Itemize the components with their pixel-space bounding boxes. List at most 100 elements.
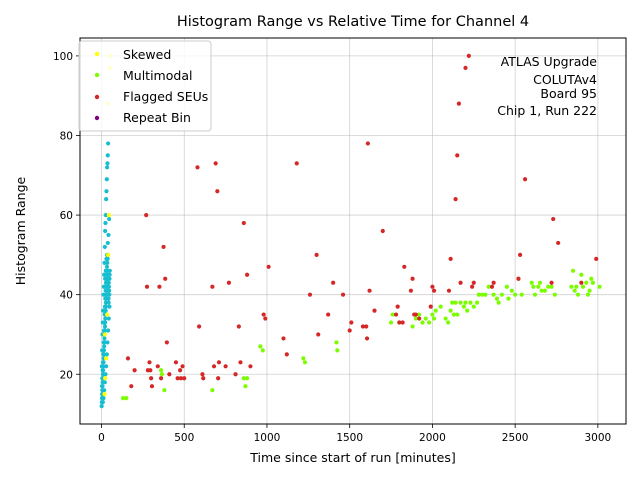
data-point-multimodal <box>536 284 541 289</box>
data-point-multimodal <box>463 300 468 305</box>
data-point-flagged-seus <box>316 332 321 337</box>
data-point-unlabeled <box>101 292 106 297</box>
data-point-multimodal <box>301 356 306 361</box>
data-point-unlabeled <box>100 368 105 373</box>
data-point-unlabeled <box>104 189 109 194</box>
data-point-flagged-seus <box>223 364 228 369</box>
data-point-unlabeled <box>107 272 112 277</box>
data-point-multimodal <box>420 320 425 325</box>
data-point-flagged-seus <box>549 280 554 285</box>
data-point-multimodal <box>585 292 591 297</box>
data-point-flagged-seus <box>266 264 271 269</box>
data-point-multimodal <box>468 300 473 305</box>
data-point-unlabeled <box>104 276 109 281</box>
data-point-flagged-seus <box>195 165 200 170</box>
data-point-multimodal <box>302 360 308 365</box>
data-point-flagged-seus <box>175 376 180 381</box>
data-point-flagged-seus <box>144 212 149 218</box>
x-tick-label: 1500 <box>336 432 363 444</box>
data-point-flagged-seus <box>393 312 399 317</box>
data-point-flagged-seus <box>233 372 238 377</box>
data-point-flagged-seus <box>281 336 286 341</box>
data-point-unlabeled <box>102 388 107 393</box>
data-point-multimodal <box>388 320 394 325</box>
legend-frame <box>78 40 212 132</box>
data-point-flagged-seus <box>448 256 453 261</box>
data-point-unlabeled <box>105 240 110 246</box>
data-point-multimodal <box>423 316 428 321</box>
legend-label-flagged-seus: Flagged SEUs <box>123 89 208 104</box>
data-point-unlabeled <box>102 244 107 250</box>
data-point-flagged-seus <box>226 280 232 285</box>
data-point-unlabeled <box>104 364 109 369</box>
data-point-unlabeled <box>104 197 109 202</box>
data-point-multimodal <box>465 308 470 313</box>
data-point-multimodal <box>552 292 557 297</box>
y-tick-label: 100 <box>53 51 73 63</box>
data-point-flagged-seus <box>148 368 153 373</box>
data-point-flagged-seus <box>417 316 422 321</box>
data-point-skewed <box>102 392 107 397</box>
annotation-line-1: ATLAS Upgrade <box>501 54 598 69</box>
data-point-flagged-seus <box>201 376 206 381</box>
data-point-multimodal <box>483 292 488 297</box>
data-point-multimodal <box>124 396 129 401</box>
data-point-unlabeled <box>105 340 110 345</box>
x-tick-label: 0 <box>98 432 105 444</box>
legend-label-skewed: Skewed <box>123 47 171 62</box>
data-point-flagged-seus <box>161 244 166 250</box>
data-point-skewed <box>104 356 109 361</box>
data-point-multimodal <box>450 300 455 305</box>
legend-marker-multimodal <box>94 72 100 78</box>
legend-label-repeat-bin: Repeat Bin <box>123 110 191 125</box>
data-point-flagged-seus <box>402 264 407 269</box>
data-point-unlabeled <box>105 260 110 265</box>
data-point-flagged-seus <box>200 372 205 377</box>
data-point-multimodal <box>579 272 584 277</box>
data-point-flagged-seus <box>489 284 495 289</box>
data-point-flagged-seus <box>294 161 299 166</box>
data-point-unlabeled <box>106 141 111 146</box>
data-point-unlabeled <box>101 352 106 357</box>
data-point-multimodal <box>531 284 536 289</box>
data-point-multimodal <box>162 388 167 393</box>
y-axis-label: Histogram Range <box>13 176 28 285</box>
data-point-unlabeled <box>101 328 107 333</box>
data-point-unlabeled <box>101 396 106 401</box>
data-point-unlabeled <box>103 228 108 234</box>
y-tick-label: 80 <box>60 130 73 142</box>
x-tick-label: 2500 <box>502 432 529 444</box>
data-point-flagged-seus <box>314 252 319 257</box>
data-point-flagged-seus <box>307 292 313 297</box>
data-point-multimodal <box>417 312 422 317</box>
data-point-unlabeled <box>101 340 106 345</box>
data-point-multimodal <box>580 284 586 289</box>
data-point-unlabeled <box>100 400 105 405</box>
data-point-flagged-seus <box>178 376 184 381</box>
data-point-unlabeled <box>103 372 108 377</box>
data-point-flagged-seus <box>178 368 183 373</box>
data-point-flagged-seus <box>248 364 253 369</box>
data-point-flagged-seus <box>453 197 458 202</box>
data-point-multimodal <box>413 316 418 321</box>
data-point-flagged-seus <box>516 276 521 281</box>
data-point-multimodal <box>496 300 501 305</box>
data-point-flagged-seus <box>180 364 185 369</box>
data-point-unlabeled <box>102 324 108 329</box>
data-point-multimodal <box>210 388 215 393</box>
data-point-multimodal <box>335 348 340 353</box>
data-point-flagged-seus <box>125 356 131 361</box>
data-point-flagged-seus <box>491 280 496 285</box>
data-point-multimodal <box>597 284 602 289</box>
data-point-flagged-seus <box>380 228 385 234</box>
data-point-unlabeled <box>103 316 108 321</box>
data-point-multimodal <box>589 276 594 281</box>
data-point-multimodal <box>575 292 581 297</box>
data-point-flagged-seus <box>149 376 154 381</box>
chart-title: Histogram Range vs Relative Time for Cha… <box>177 14 529 30</box>
data-point-flagged-seus <box>215 189 220 194</box>
data-point-multimodal <box>158 368 164 373</box>
data-point-unlabeled <box>104 268 109 273</box>
data-point-multimodal <box>476 292 481 297</box>
data-point-multimodal <box>258 344 263 349</box>
